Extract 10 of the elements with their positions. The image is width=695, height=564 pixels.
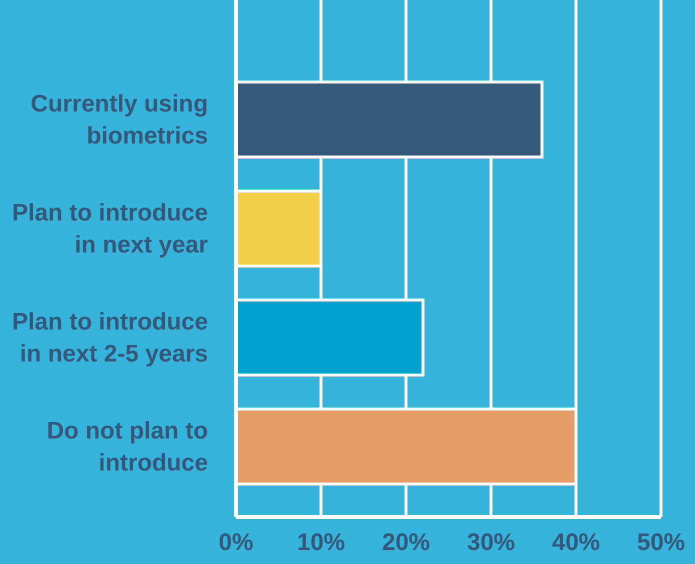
x-tick-label: 10% bbox=[296, 529, 346, 556]
x-tick-label: 20% bbox=[382, 529, 430, 556]
y-tick-label: Plan to introduce in next 2-5 years bbox=[12, 308, 208, 367]
y-tick-label: Plan to introduce in next year bbox=[12, 199, 208, 258]
x-tick-label: 50% bbox=[636, 529, 686, 556]
y-tick-label: Currently using biometrics bbox=[30, 90, 208, 149]
x-tick-label: 40% bbox=[552, 529, 600, 556]
x-tick-label: 30% bbox=[466, 529, 516, 556]
y-tick-label: Do not plan to introduce bbox=[46, 417, 208, 476]
x-tick-label: 0% bbox=[218, 529, 254, 556]
